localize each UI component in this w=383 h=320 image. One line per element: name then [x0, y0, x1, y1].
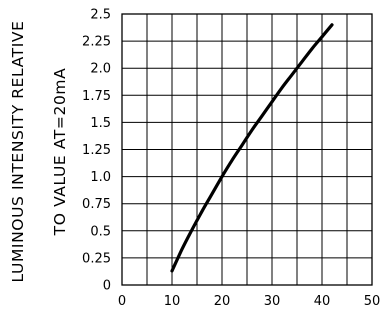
y-axis-label: LUMINOUS INTENSITY RELATIVE TO VALUE AT=… [9, 21, 69, 283]
y-tick-label: 1.0 [90, 170, 111, 185]
x-tick-labels: 0 10 20 30 40 50 [118, 294, 380, 309]
y-axis-label-line-2: TO VALUE AT=20mA [51, 68, 69, 237]
y-tick-label: 0.25 [82, 251, 111, 266]
y-tick-label: 2.0 [90, 62, 111, 77]
y-tick-label: 0.5 [90, 224, 111, 239]
y-tick-label: 1.5 [90, 116, 111, 131]
plot-frame [121, 13, 373, 286]
series-line [170, 23, 334, 273]
y-axis-label-line-1: LUMINOUS INTENSITY RELATIVE [9, 21, 27, 283]
x-tick-label: 50 [364, 294, 381, 309]
series-layer [170, 23, 334, 273]
x-tick-label: 20 [214, 294, 231, 309]
y-tick-label: 2.5 [90, 8, 111, 23]
grid-lines [121, 13, 373, 286]
x-tick-label: 0 [118, 294, 126, 309]
y-tick-labels: 0 0.25 0.5 0.75 1.0 1.25 1.5 1.75 2.0 2.25 2.5 [82, 8, 111, 294]
y-tick-label: 1.75 [82, 89, 111, 104]
y-tick-label: 2.25 [82, 35, 111, 50]
y-tick-label: 1.25 [82, 143, 111, 158]
y-tick-label: 0 [103, 279, 111, 294]
x-tick-label: 10 [164, 294, 181, 309]
x-tick-label: 40 [314, 294, 331, 309]
y-tick-label: 0.75 [82, 197, 111, 212]
x-tick-label: 30 [264, 294, 281, 309]
